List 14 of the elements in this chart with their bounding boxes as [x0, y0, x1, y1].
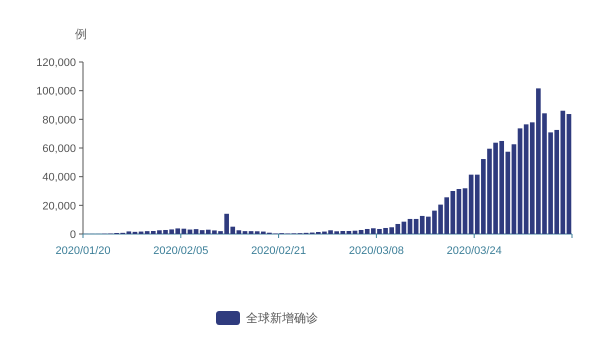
- y-tick-label: 60,000: [42, 143, 76, 155]
- legend-label: 全球新增确诊: [246, 311, 318, 325]
- y-tick-label: 40,000: [42, 172, 76, 184]
- x-tick-label: 2020/03/24: [446, 245, 502, 257]
- y-tick-label: 120,000: [36, 57, 76, 69]
- y-tick-label: 100,000: [36, 86, 76, 98]
- x-tick-label: 2020/03/08: [348, 245, 404, 257]
- y-axis-title: 例: [75, 27, 87, 41]
- x-tick-label: 2020/01/20: [55, 245, 111, 257]
- y-tick-label: 80,000: [42, 114, 76, 126]
- y-tick-label: 0: [70, 229, 76, 241]
- y-tick-label: 20,000: [42, 200, 76, 212]
- x-tick-label: 2020/02/05: [153, 245, 208, 257]
- x-tick-label: 2020/02/21: [251, 245, 306, 257]
